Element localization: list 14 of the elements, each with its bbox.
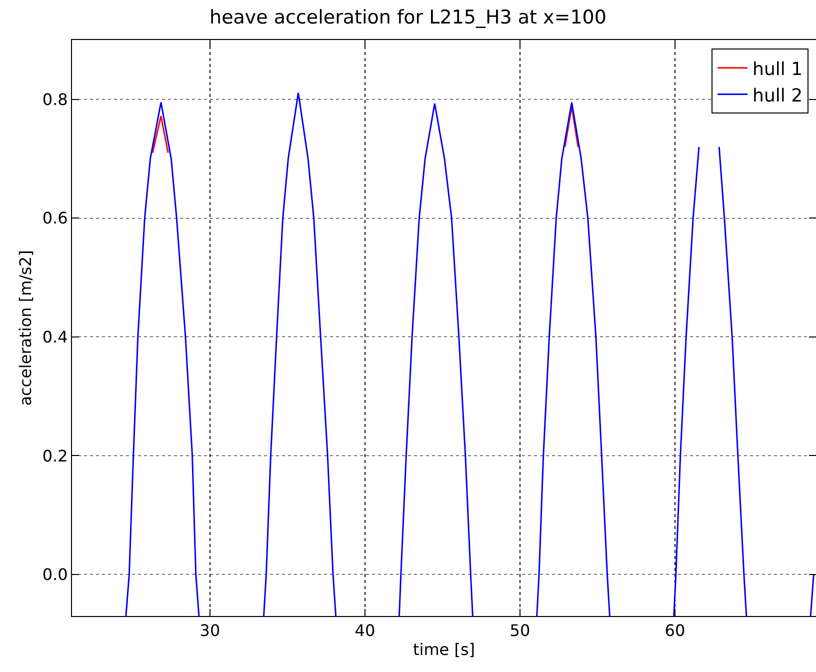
x-tick-label: 60 xyxy=(664,621,686,640)
x-tick-label: 30 xyxy=(200,621,220,640)
legend-label: hull 1 xyxy=(752,58,803,80)
x-tick-label: 50 xyxy=(510,621,530,640)
x-tick-label: 40 xyxy=(354,621,376,640)
x-axis-title: time [s] xyxy=(412,640,476,659)
y-tick-label: 0.8 xyxy=(42,90,68,109)
y-tick-label: 0.2 xyxy=(42,446,68,466)
y-tick-label: 0.4 xyxy=(42,328,68,347)
y-axis-title: acceleration [m/s2] xyxy=(16,250,36,406)
y-tick-label: 0.0 xyxy=(42,565,68,584)
y-tick-label: 0.6 xyxy=(42,208,68,228)
legend-label: hull 2 xyxy=(752,85,803,106)
chart-title: heave acceleration for L215_H3 at x=100 xyxy=(210,6,606,28)
